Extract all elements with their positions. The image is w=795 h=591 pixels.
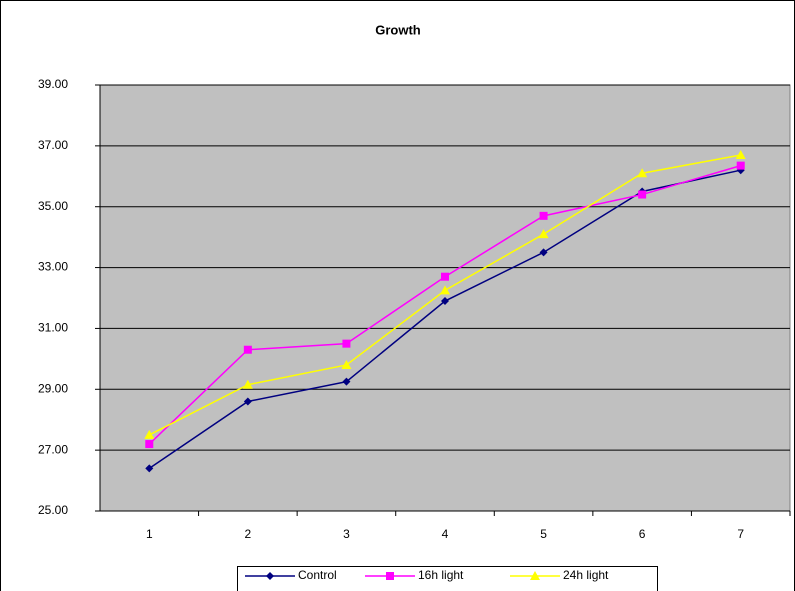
marker — [341, 359, 352, 369]
y-tick-label: 29.00 — [38, 381, 68, 395]
x-tick-label: 6 — [639, 527, 646, 541]
chart-title: Growth — [375, 22, 421, 37]
legend: Control 16h light 24h light — [237, 566, 658, 591]
x-tick-label: 4 — [442, 527, 449, 541]
marker — [637, 168, 648, 178]
marker — [342, 377, 351, 386]
marker — [441, 272, 449, 281]
marker — [243, 397, 252, 406]
y-tick-label: 27.00 — [38, 442, 68, 456]
marker — [539, 211, 548, 220]
legend-label: Control — [298, 568, 337, 582]
marker — [342, 339, 351, 348]
marker — [441, 297, 449, 306]
marker — [736, 161, 745, 170]
marker — [538, 229, 549, 239]
x-tick-label: 2 — [245, 527, 252, 541]
marker — [242, 379, 253, 389]
marker — [539, 248, 548, 257]
legend-box — [237, 566, 658, 591]
marker — [266, 572, 274, 580]
legend-label: 24h light — [563, 568, 609, 582]
marker — [386, 572, 394, 580]
marker — [144, 429, 155, 439]
marker — [530, 571, 540, 580]
y-tick-label: 37.00 — [38, 138, 68, 152]
y-tick-label: 35.00 — [38, 199, 68, 213]
legend-label: 16h light — [418, 568, 464, 582]
x-tick-label: 7 — [737, 527, 744, 541]
marker — [145, 464, 154, 473]
y-tick-label: 33.00 — [38, 260, 68, 274]
x-tick-label: 5 — [540, 527, 547, 541]
y-tick-label: 25.00 — [38, 503, 68, 517]
x-tick-label: 3 — [343, 527, 350, 541]
marker — [145, 440, 154, 449]
y-tick-label: 39.00 — [38, 77, 68, 91]
marker — [735, 149, 746, 159]
y-tick-label: 31.00 — [38, 321, 68, 335]
x-tick-label: 1 — [146, 527, 153, 541]
marker — [638, 190, 647, 199]
marker — [440, 285, 450, 295]
marker — [243, 345, 252, 354]
